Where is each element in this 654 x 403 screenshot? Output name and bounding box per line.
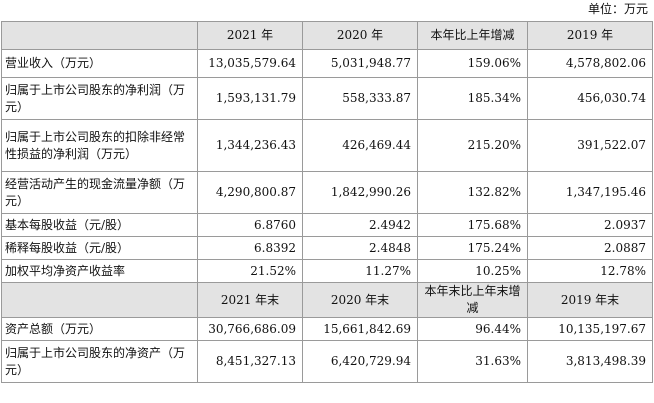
table-row: 归属于上市公司股东的净利润（万元） 1,593,131.79 558,333.8… [1,77,653,120]
table-row: 基本每股收益（元/股） 6.8760 2.4942 175.68% 2.0937 [1,213,653,237]
row-label: 资产总额（万元） [1,317,198,341]
cell-change: 31.63% [417,340,528,383]
cell-change: 175.68% [417,213,528,237]
cell-change: 185.34% [417,77,528,120]
cell-2020: 2.4942 [302,213,418,237]
table-row: 归属于上市公司股东的净资产（万元） 8,451,327.13 6,420,729… [1,340,653,383]
cell-2019: 1,347,195.46 [527,171,653,214]
cell-2020: 558,333.87 [302,77,418,120]
cell-2019: 391,522.07 [527,119,653,172]
cell-2019-end: 3,813,498.39 [527,340,653,383]
table-row: 资产总额（万元） 30,766,686.09 15,661,842.69 96.… [1,317,653,341]
cell-change: 132.82% [417,171,528,214]
cell-change: 215.20% [417,119,528,172]
cell-2021: 21.52% [197,259,303,283]
table-header-row: 2021 年 2020 年 本年比上年增减 2019 年 [1,21,653,50]
cell-2020: 2.4848 [302,236,418,260]
header-cell-change: 本年比上年增减 [417,21,528,50]
cell-2020: 5,031,948.77 [302,49,418,78]
cell-2019: 456,030.74 [527,77,653,120]
header-cell-2019: 2019 年 [527,21,653,50]
cell-change: 175.24% [417,236,528,260]
subheader-cell-change: 本年末比上年末增减 [417,282,528,318]
table-subheader-row: 2021 年末 2020 年末 本年末比上年末增减 2019 年末 [1,282,653,318]
header-cell-2020: 2020 年 [302,21,418,50]
cell-2019: 4,578,802.06 [527,49,653,78]
cell-2019: 2.0887 [527,236,653,260]
cell-2021: 4,290,800.87 [197,171,303,214]
table-row: 经营活动产生的现金流量净额（万元） 4,290,800.87 1,842,990… [1,171,653,214]
row-label: 经营活动产生的现金流量净额（万元） [1,171,198,214]
table-row: 归属于上市公司股东的扣除非经常性损益的净利润（万元） 1,344,236.43 … [1,119,653,172]
row-label: 营业收入（万元） [1,49,198,78]
row-label: 加权平均净资产收益率 [1,259,198,283]
cell-2020: 11.27% [302,259,418,283]
cell-2020: 426,469.44 [302,119,418,172]
cell-2021: 6.8392 [197,236,303,260]
table-row: 营业收入（万元） 13,035,579.64 5,031,948.77 159.… [1,49,653,78]
row-label: 基本每股收益（元/股） [1,213,198,237]
row-label: 归属于上市公司股东的扣除非经常性损益的净利润（万元） [1,119,198,172]
cell-2019-end: 10,135,197.67 [527,317,653,341]
subheader-cell-2021-end: 2021 年末 [197,282,303,318]
cell-2019: 12.78% [527,259,653,283]
row-label: 稀释每股收益（元/股） [1,236,198,260]
subheader-cell-2020-end: 2020 年末 [302,282,418,318]
cell-2020-end: 6,420,729.94 [302,340,418,383]
cell-2020: 1,842,990.26 [302,171,418,214]
row-label: 归属于上市公司股东的净利润（万元） [1,77,198,120]
cell-2021: 6.8760 [197,213,303,237]
subheader-cell-2019-end: 2019 年末 [527,282,653,318]
cell-2021: 1,593,131.79 [197,77,303,120]
table-row: 加权平均净资产收益率 21.52% 11.27% 10.25% 12.78% [1,259,653,283]
cell-2020-end: 15,661,842.69 [302,317,418,341]
cell-change: 10.25% [417,259,528,283]
cell-2021: 13,035,579.64 [197,49,303,78]
table-row: 稀释每股收益（元/股） 6.8392 2.4848 175.24% 2.0887 [1,236,653,260]
cell-2019: 2.0937 [527,213,653,237]
cell-2021: 1,344,236.43 [197,119,303,172]
cell-2021-end: 8,451,327.13 [197,340,303,383]
header-cell-blank [1,21,198,50]
cell-change: 159.06% [417,49,528,78]
header-cell-2021: 2021 年 [197,21,303,50]
cell-2021-end: 30,766,686.09 [197,317,303,341]
financial-summary-table: 2021 年 2020 年 本年比上年增减 2019 年 营业收入（万元） 13… [1,21,653,383]
unit-label: 单位：万元 [587,2,648,16]
row-label: 归属于上市公司股东的净资产（万元） [1,340,198,383]
cell-change: 96.44% [417,317,528,341]
subheader-cell-blank [1,282,198,318]
